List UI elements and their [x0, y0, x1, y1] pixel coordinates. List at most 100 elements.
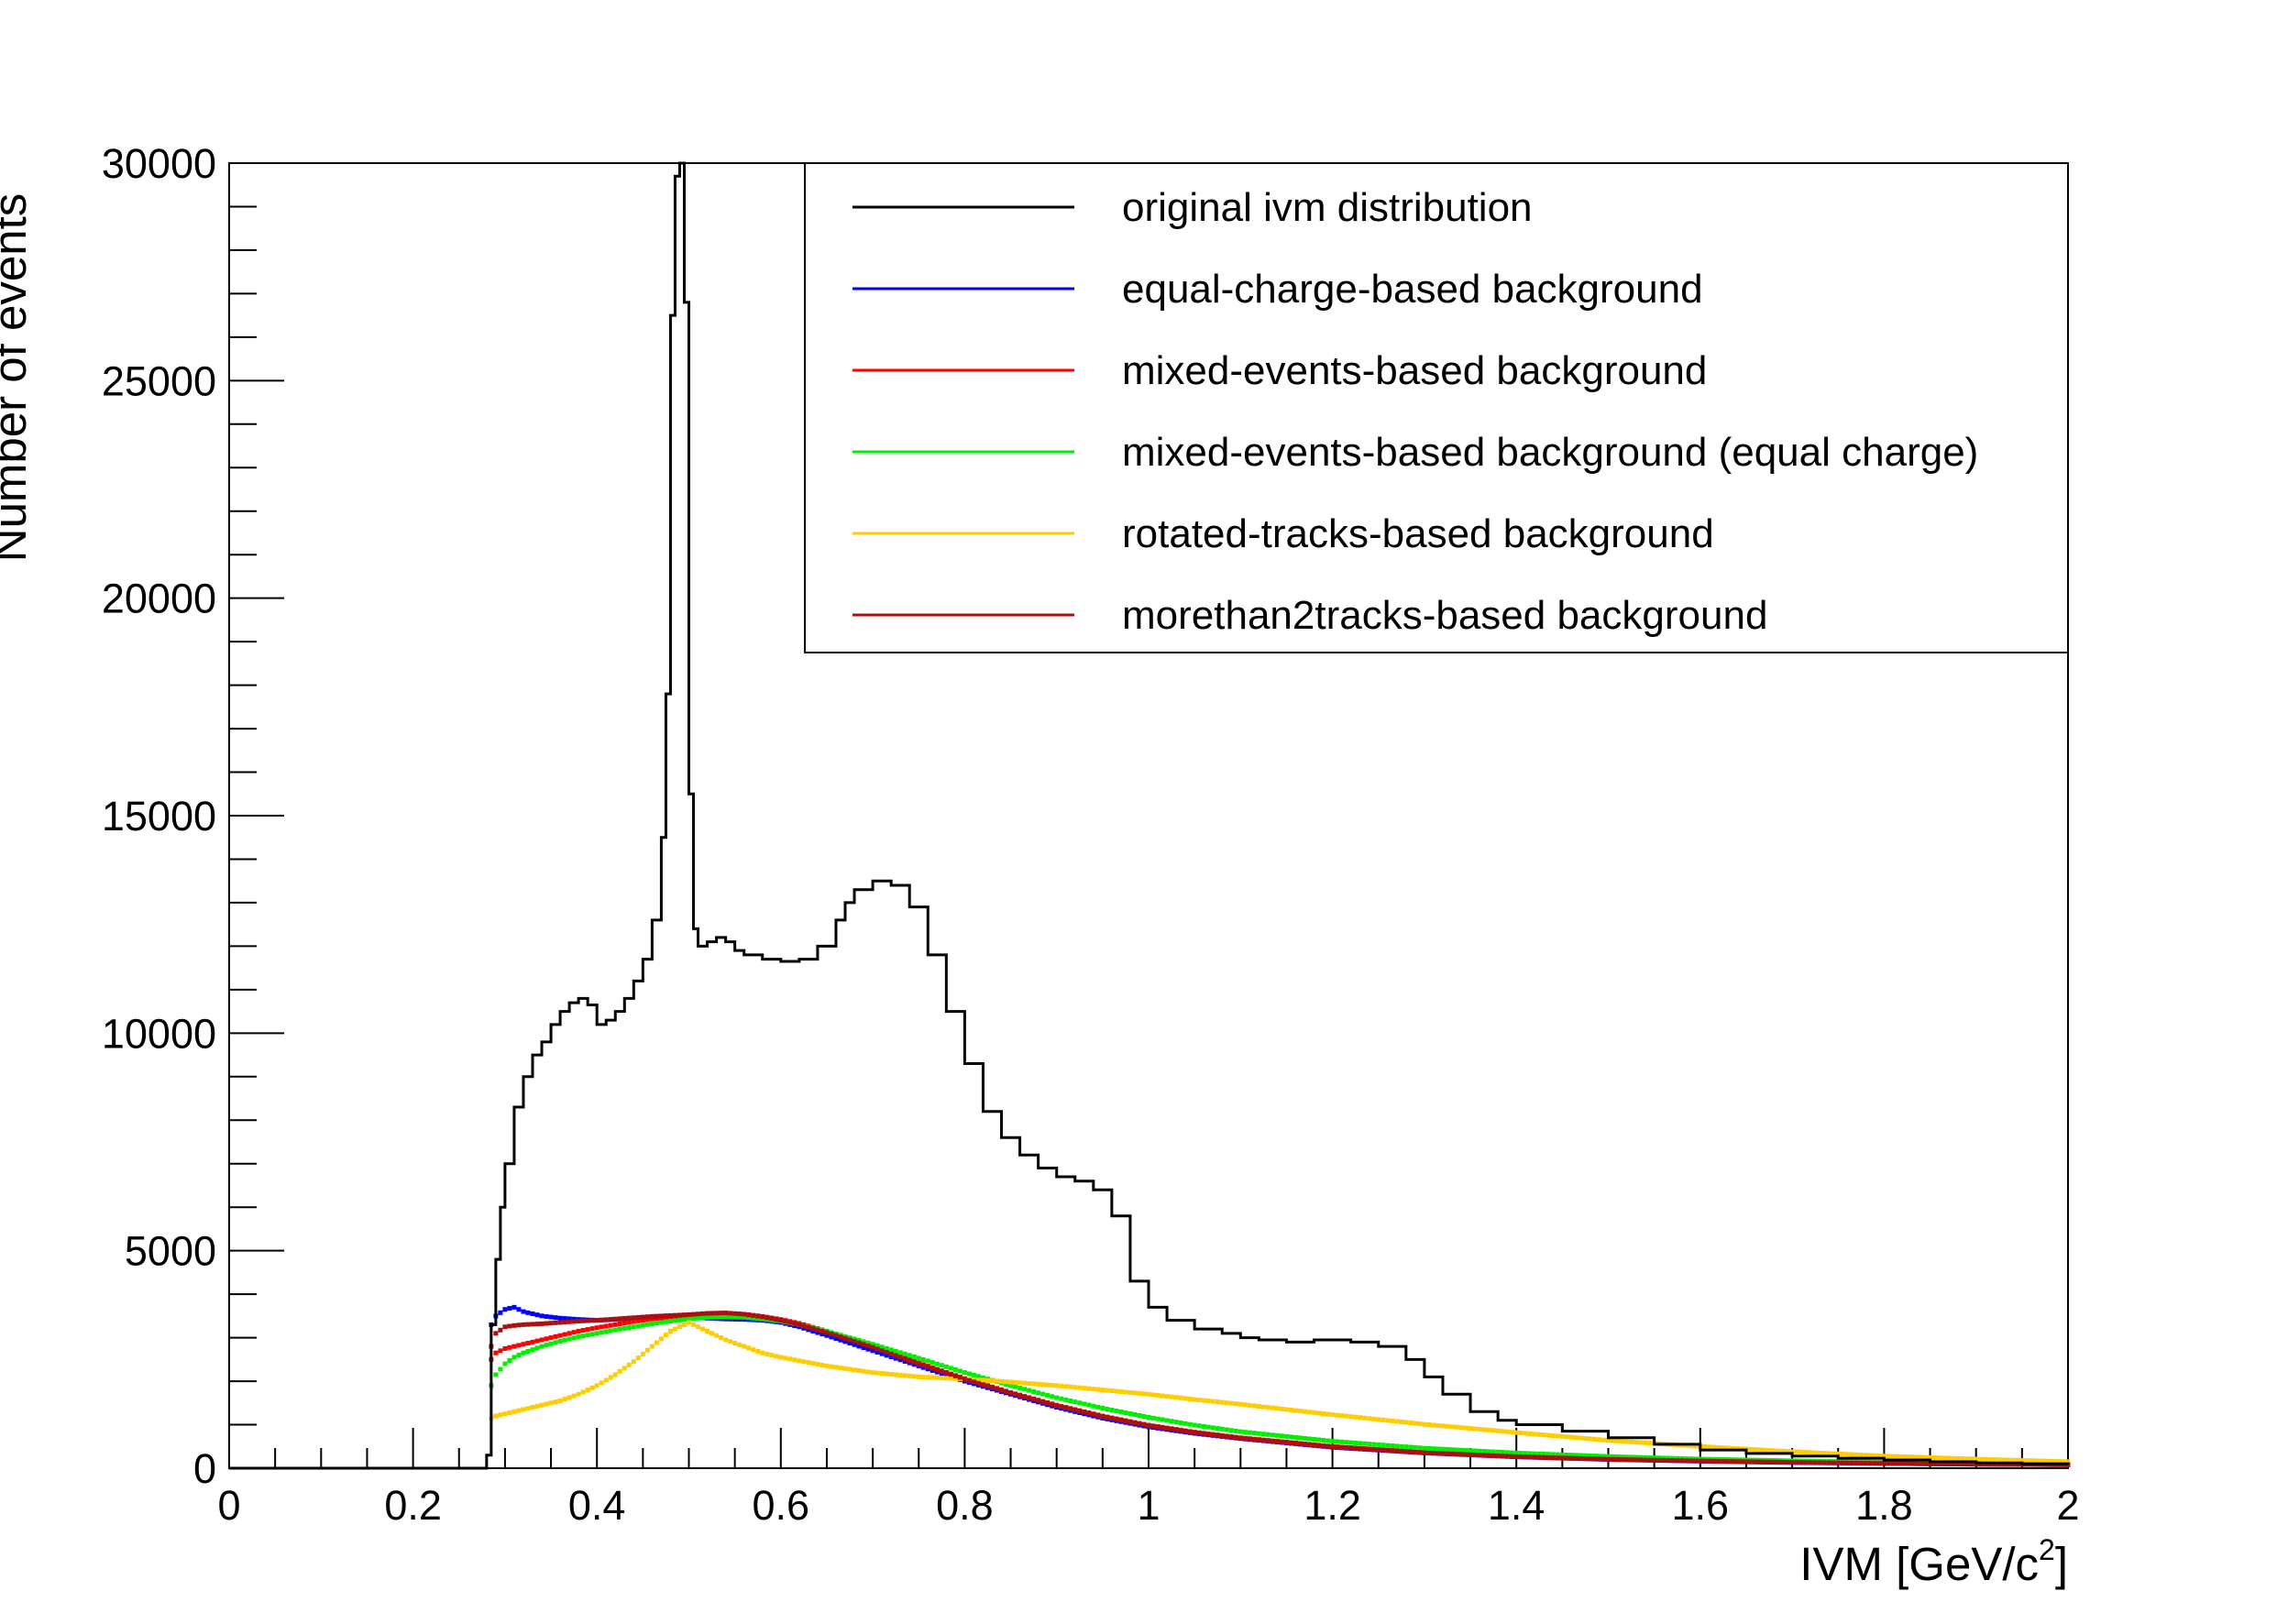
data-point	[1578, 1455, 1583, 1461]
data-point	[820, 1332, 825, 1337]
data-point	[1564, 1434, 1569, 1440]
data-point	[1022, 1380, 1028, 1386]
data-point	[751, 1347, 756, 1353]
data-point	[626, 1325, 632, 1331]
data-point	[1500, 1450, 1505, 1455]
data-point	[1182, 1421, 1188, 1426]
data-point	[1458, 1452, 1464, 1457]
data-point	[622, 1321, 627, 1326]
data-point	[975, 1377, 981, 1383]
data-point	[1780, 1448, 1786, 1454]
data-point	[833, 1336, 839, 1342]
data-point	[1114, 1388, 1119, 1394]
data-point	[548, 1314, 554, 1320]
data-point	[1555, 1433, 1560, 1439]
data-point	[728, 1339, 733, 1344]
data-point	[884, 1345, 889, 1351]
data-point	[1344, 1413, 1349, 1419]
data-point	[751, 1315, 756, 1321]
x-axis-title-main: IVM [GeV/c	[1799, 1538, 2039, 1590]
data-point	[617, 1326, 622, 1332]
data-point	[1638, 1457, 1644, 1463]
data-point	[635, 1323, 641, 1329]
data-point	[1707, 1444, 1712, 1450]
data-point	[774, 1354, 779, 1359]
data-point	[1440, 1451, 1446, 1456]
data-point	[1992, 1457, 1997, 1463]
data-point	[1937, 1461, 1942, 1466]
data-point	[2056, 1459, 2062, 1465]
data-point	[1431, 1446, 1436, 1452]
data-point	[1385, 1443, 1391, 1448]
data-point	[1233, 1435, 1238, 1441]
data-point	[1040, 1399, 1046, 1405]
data-point	[939, 1363, 944, 1368]
data-point	[1339, 1444, 1345, 1450]
data-point	[1739, 1459, 1744, 1465]
data-point	[1500, 1454, 1505, 1459]
data-point	[1027, 1395, 1032, 1400]
data-point	[1335, 1412, 1340, 1418]
data-point	[1178, 1420, 1183, 1425]
data-point	[1536, 1454, 1542, 1460]
data-point	[1270, 1439, 1275, 1444]
data-point	[530, 1405, 535, 1410]
data-point	[1932, 1461, 1938, 1466]
data-point	[525, 1406, 531, 1411]
data-point	[1568, 1434, 1574, 1440]
data-point	[1054, 1403, 1060, 1409]
data-point	[1518, 1454, 1524, 1460]
data-point	[2033, 1458, 2039, 1464]
data-point	[1215, 1426, 1220, 1432]
data-point	[1358, 1441, 1363, 1446]
data-point	[1849, 1452, 1854, 1457]
data-point	[1141, 1391, 1147, 1397]
data-point	[1477, 1426, 1482, 1432]
data-point	[1238, 1435, 1243, 1441]
data-point	[502, 1361, 508, 1366]
data-point	[1196, 1431, 1202, 1436]
data-point	[1821, 1451, 1827, 1456]
data-point	[1187, 1429, 1193, 1434]
data-point	[649, 1313, 654, 1319]
data-point	[1118, 1388, 1124, 1394]
data-point	[1721, 1459, 1726, 1465]
data-point	[1247, 1436, 1252, 1442]
data-point	[507, 1306, 512, 1311]
data-point	[1150, 1392, 1156, 1398]
data-point	[1445, 1423, 1450, 1429]
data-point	[1040, 1391, 1046, 1397]
data-point	[1283, 1433, 1289, 1439]
data-point	[1077, 1409, 1083, 1414]
data-point	[710, 1311, 715, 1316]
data-point	[622, 1315, 627, 1321]
data-point	[1330, 1439, 1336, 1444]
data-point	[829, 1332, 834, 1337]
data-point	[1513, 1430, 1519, 1435]
data-point	[1219, 1426, 1225, 1432]
data-point	[1105, 1388, 1110, 1393]
data-point	[1919, 1454, 1924, 1460]
data-point	[589, 1318, 595, 1323]
data-point	[512, 1409, 517, 1414]
data-point	[1559, 1433, 1565, 1439]
data-point	[548, 1400, 554, 1406]
data-point	[658, 1313, 664, 1319]
data-point	[1141, 1421, 1147, 1427]
data-point	[980, 1382, 985, 1388]
data-point	[1348, 1414, 1354, 1420]
data-point	[566, 1331, 572, 1336]
data-point	[562, 1397, 567, 1402]
data-point	[1155, 1416, 1160, 1421]
data-point	[1297, 1409, 1303, 1414]
data-point	[576, 1328, 581, 1333]
data-point	[1821, 1460, 1827, 1465]
data-point	[1376, 1447, 1381, 1453]
data-point	[654, 1313, 659, 1319]
data-point	[1458, 1425, 1464, 1431]
data-point	[888, 1351, 894, 1356]
data-point	[612, 1322, 618, 1327]
data-point	[1789, 1460, 1795, 1465]
data-point	[493, 1413, 499, 1419]
